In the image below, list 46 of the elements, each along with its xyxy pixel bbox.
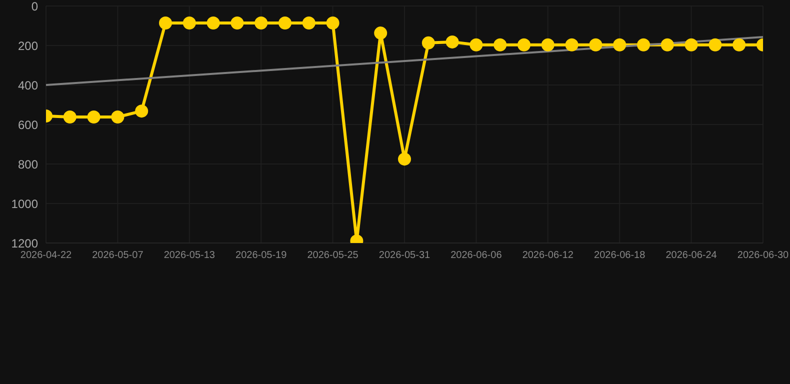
y-tick-label: 1200 <box>11 236 38 250</box>
point <box>637 38 650 52</box>
x-tick-label: 2026-06-18 <box>594 250 646 262</box>
x-tick-label: 2026-06-06 <box>450 250 502 262</box>
point <box>684 38 698 52</box>
point <box>732 38 746 52</box>
x-tick-label: 2026-06-12 <box>522 250 574 262</box>
point <box>398 152 411 166</box>
x-tick-label: 2026-05-19 <box>236 250 288 262</box>
point <box>374 26 388 40</box>
y-tick-label: 0 <box>31 0 38 14</box>
point <box>278 16 292 30</box>
y-tick-label: 200 <box>18 38 38 53</box>
point <box>135 104 148 118</box>
point <box>302 16 316 30</box>
point <box>111 110 124 124</box>
point <box>541 38 554 52</box>
point <box>422 36 435 50</box>
point <box>326 16 340 30</box>
point <box>565 38 578 52</box>
y-tick-label: 600 <box>18 118 38 132</box>
point <box>708 38 722 52</box>
point <box>518 38 530 52</box>
x-tick-label: 2026-06-30 <box>737 250 790 262</box>
x-tick-label: 2026-05-07 <box>92 250 144 262</box>
x-tick-label: 2026-04-22 <box>20 250 72 262</box>
y-tick-label: 400 <box>18 78 38 92</box>
x-tick-label: 2026-06-24 <box>666 250 718 262</box>
x-tick-label: 2026-05-13 <box>164 250 216 262</box>
y-tick-label: 800 <box>18 157 38 172</box>
point <box>254 16 268 30</box>
point <box>470 38 483 52</box>
point <box>182 16 196 30</box>
y-tick-label: 1000 <box>11 196 38 211</box>
point <box>613 38 626 52</box>
point <box>589 38 602 52</box>
x-tick-label: 2026-05-31 <box>378 250 431 262</box>
point <box>494 38 507 52</box>
point <box>63 110 76 124</box>
point <box>206 16 220 30</box>
point <box>87 110 100 124</box>
x-tick-label: 2026-05-25 <box>307 250 359 262</box>
point <box>660 38 674 52</box>
point <box>446 35 459 48</box>
point <box>230 16 244 30</box>
point <box>159 16 172 30</box>
